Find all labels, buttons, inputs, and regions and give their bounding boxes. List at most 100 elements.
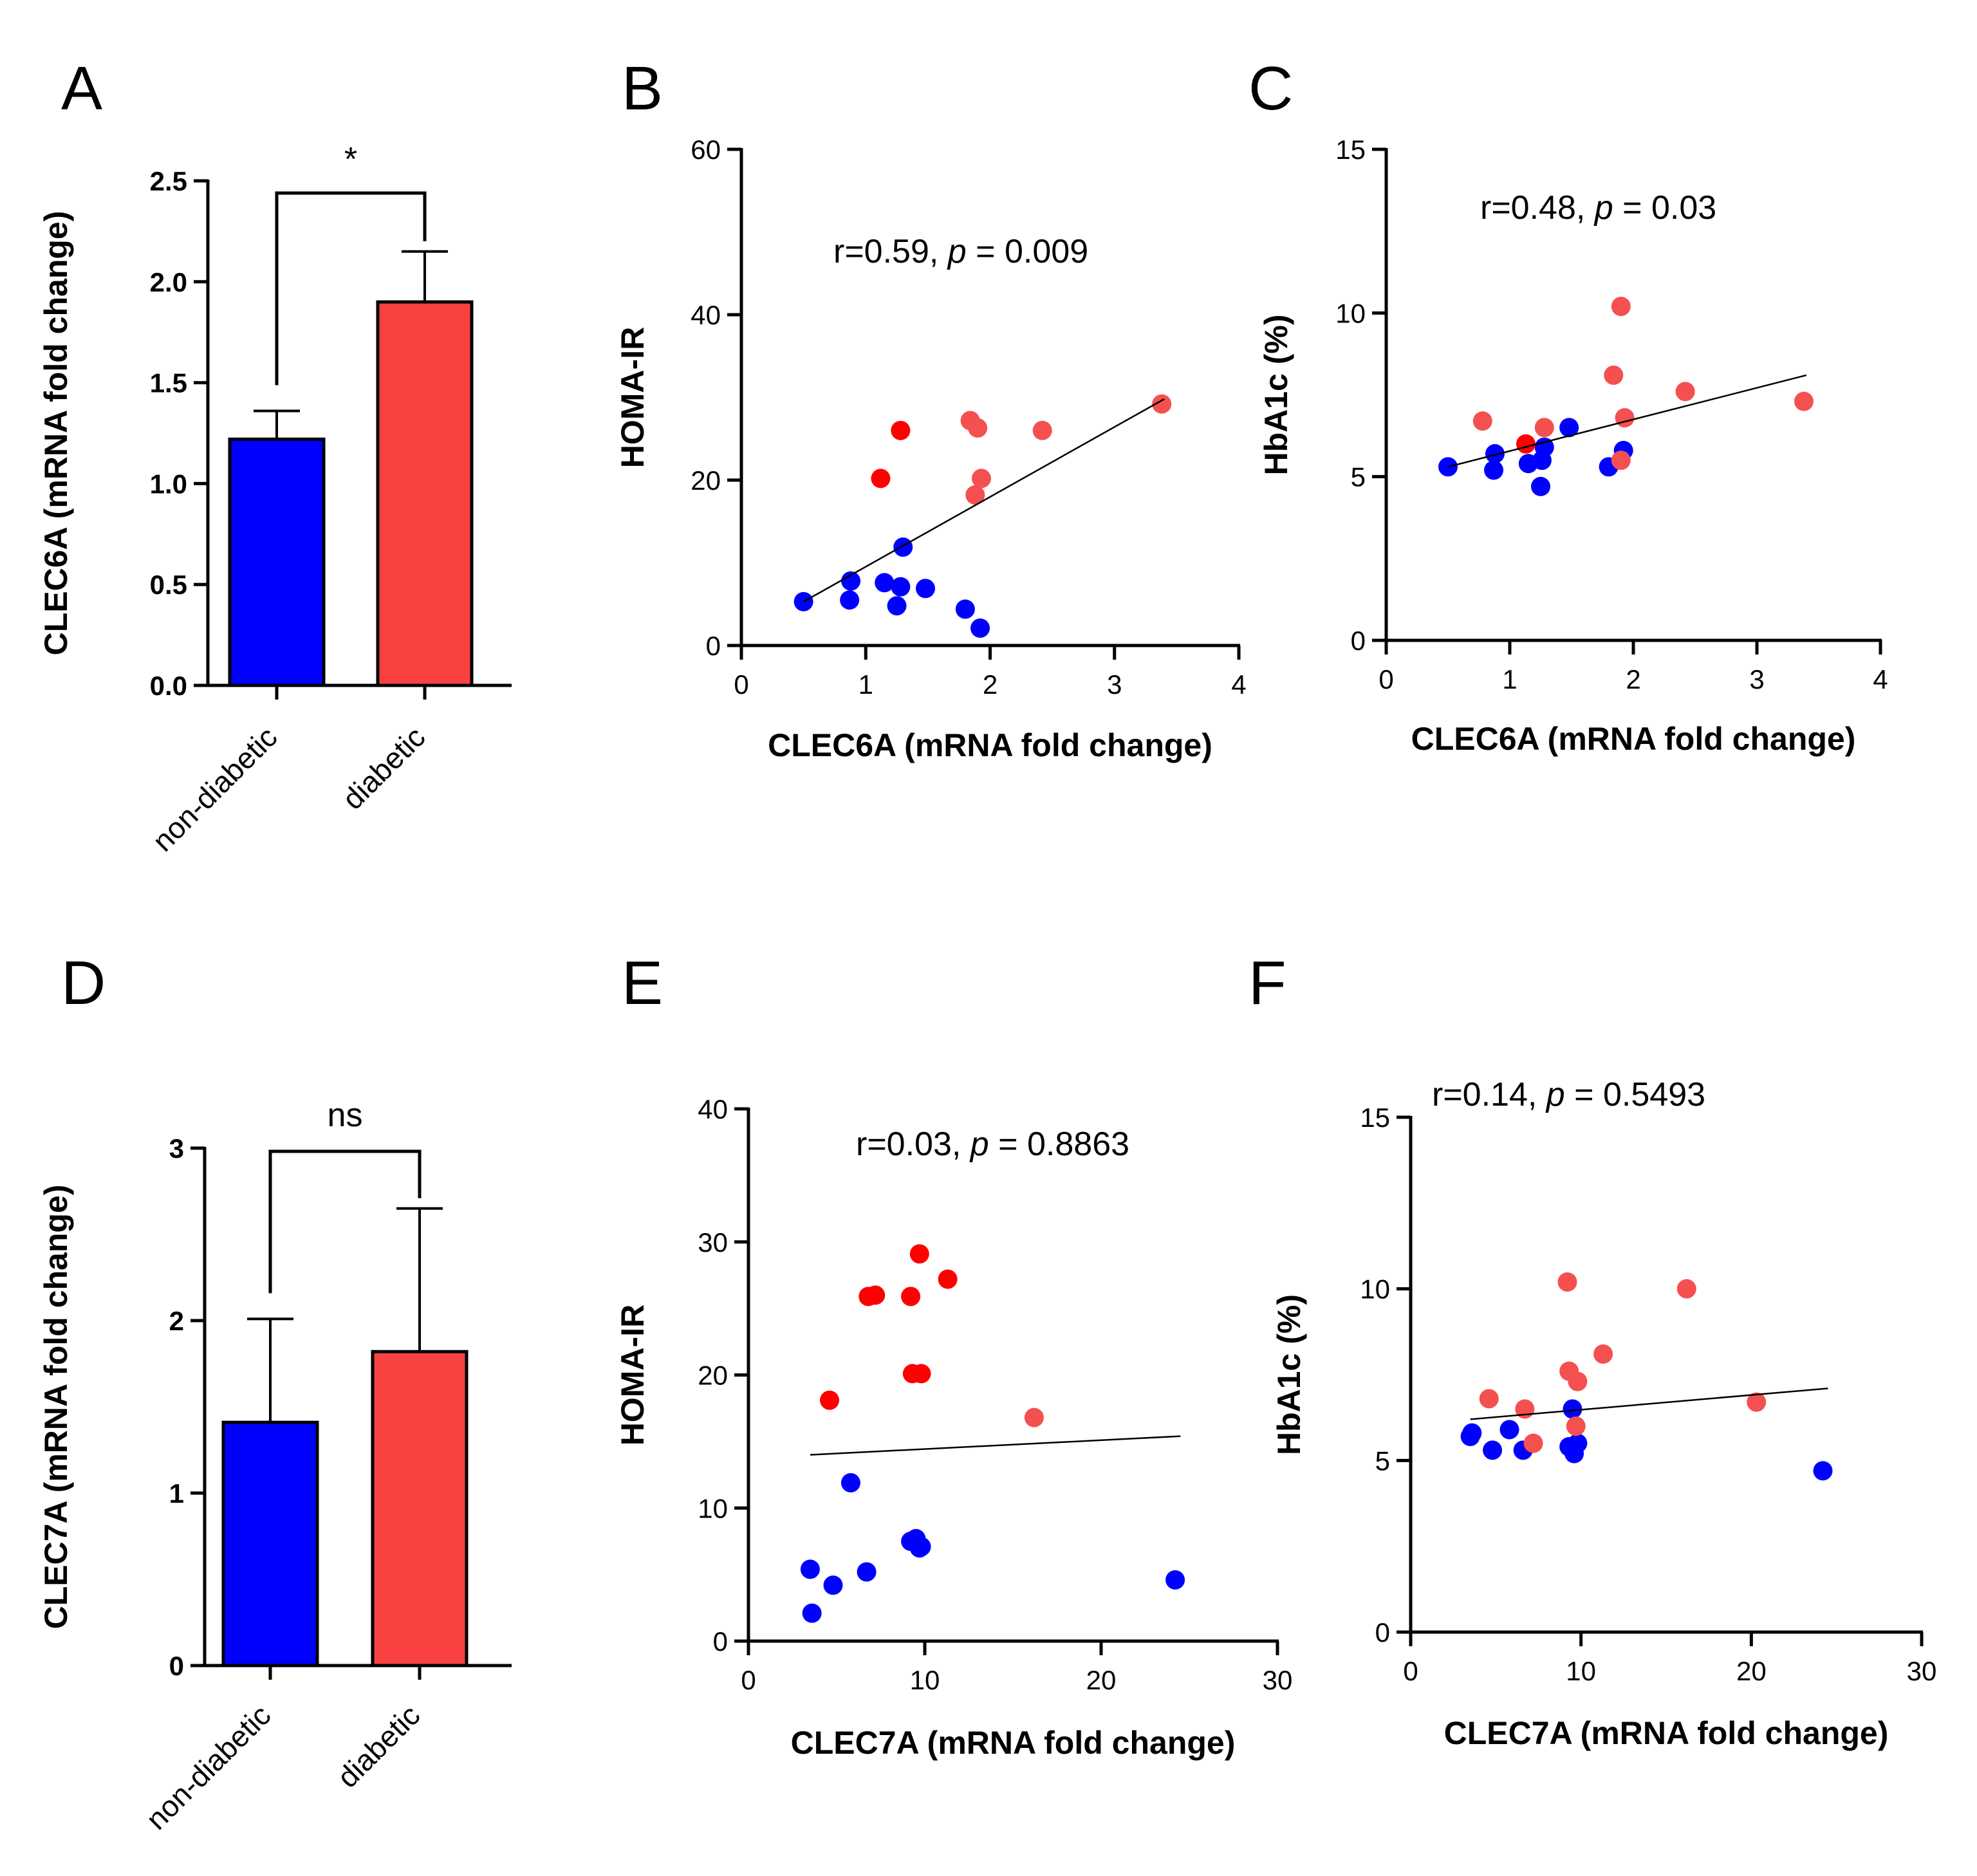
r-value: r=0.03, <box>856 1126 970 1163</box>
y-tick-label: 2 <box>169 1306 184 1336</box>
x-axis-title: CLEC7A (mRNA fold change) <box>791 1725 1236 1761</box>
point-non-diabetic <box>823 1575 843 1595</box>
point-non-diabetic <box>1484 460 1504 480</box>
point-diabetic <box>1676 1279 1696 1299</box>
significance-bracket <box>268 1149 422 1294</box>
x-tick-label: 2 <box>983 669 998 700</box>
y-tick-label: 30 <box>698 1227 728 1258</box>
x-category-label: non-diabetic <box>146 720 284 858</box>
x-tick-label: 0 <box>1378 664 1393 694</box>
y-axis-title: HbA1c (%) <box>1271 1294 1307 1455</box>
x-tick-label: 30 <box>1263 1665 1293 1695</box>
y-axis-title: CLEC7A (mRNA fold change) <box>38 1185 74 1630</box>
p-symbol: p <box>1545 1076 1565 1113</box>
y-tick-label: 40 <box>691 300 721 330</box>
point-diabetic <box>938 1269 958 1289</box>
point-non-diabetic <box>841 571 861 591</box>
y-tick-label: 10 <box>1360 1274 1390 1305</box>
x-tick-label: 10 <box>1566 1656 1596 1686</box>
y-tick-label: 1.5 <box>150 368 187 398</box>
regression-line <box>1447 374 1807 468</box>
p-value: = 0.8863 <box>989 1126 1129 1163</box>
regression-line <box>1470 1388 1828 1420</box>
p-symbol: p <box>969 1126 989 1163</box>
point-diabetic <box>1566 1416 1586 1436</box>
point-non-diabetic <box>1485 444 1505 464</box>
point-diabetic <box>911 1364 931 1384</box>
point-diabetic <box>1794 391 1814 411</box>
point-diabetic <box>1032 420 1052 440</box>
p-symbol: p <box>1593 189 1613 227</box>
point-diabetic <box>1516 434 1536 454</box>
point-non-diabetic <box>1483 1440 1503 1460</box>
significance-bracket <box>275 191 427 385</box>
r-value: r=0.14, <box>1432 1076 1546 1113</box>
point-diabetic <box>1557 1272 1577 1292</box>
y-tick-label: 0 <box>1375 1617 1390 1648</box>
x-tick-label: 3 <box>1749 664 1764 694</box>
y-tick-label: 5 <box>1351 462 1366 492</box>
point-diabetic <box>1593 1344 1613 1364</box>
point-diabetic <box>1611 450 1631 470</box>
point-diabetic <box>1568 1371 1588 1391</box>
x-tick-label: 4 <box>1231 669 1246 700</box>
point-diabetic <box>820 1390 840 1410</box>
panel-E: E 0 10 20 30 40 0 10 20 30 r=0.03, p = 0.8863 CLEC7… <box>615 949 1292 1761</box>
panel-label: B <box>622 54 663 123</box>
regression-line <box>810 1435 1181 1456</box>
point-non-diabetic <box>891 577 911 597</box>
x-tick-label: 2 <box>1626 664 1640 694</box>
panel-B: B 0 20 40 60 0 1 2 3 4 r=0.59, p = 0.009 CLEC6A (mR… <box>615 54 1247 763</box>
point-non-diabetic <box>1531 476 1550 496</box>
r-value: r=0.59, <box>833 233 948 270</box>
point-non-diabetic <box>1532 450 1552 470</box>
panel-A: A 0.0 0.5 1.0 1.5 2.0 2.5 non-diabetic diabetic *… <box>38 54 512 858</box>
y-tick-label: 1 <box>169 1478 184 1509</box>
point-diabetic <box>891 420 911 440</box>
point-non-diabetic <box>1165 1570 1185 1590</box>
point-diabetic <box>1024 1407 1044 1427</box>
point-diabetic <box>871 469 891 488</box>
point-diabetic <box>1472 411 1492 431</box>
point-diabetic <box>1152 394 1172 414</box>
y-tick-label: 0 <box>706 631 721 661</box>
x-axis-title: CLEC7A (mRNA fold change) <box>1444 1715 1889 1751</box>
point-non-diabetic <box>1499 1420 1519 1440</box>
point-non-diabetic <box>857 1562 877 1582</box>
point-non-diabetic <box>802 1603 822 1623</box>
point-diabetic <box>971 469 991 488</box>
correlation-annotation: r=0.48, p = 0.03 <box>1480 189 1716 227</box>
point-diabetic <box>1534 418 1554 438</box>
y-tick-label: 0.5 <box>150 570 187 600</box>
point-non-diabetic <box>1568 1433 1588 1453</box>
point-non-diabetic <box>840 1472 860 1492</box>
y-axis-title: HOMA-IR <box>615 327 651 468</box>
regression-line <box>803 398 1165 602</box>
y-tick-label: 3 <box>169 1133 184 1164</box>
significance-label: ns <box>328 1097 363 1134</box>
bar-non-diabetic <box>221 1420 319 1667</box>
point-non-diabetic <box>955 599 975 619</box>
panel-C: C 0 5 10 15 0 1 2 3 4 r=0.48, p = 0.03 CLEC6A (mRNA… <box>1248 54 1888 757</box>
significance-label: * <box>344 141 357 178</box>
x-tick-label: 30 <box>1907 1656 1937 1686</box>
point-non-diabetic <box>1559 418 1579 438</box>
y-tick-label: 2.0 <box>150 267 187 297</box>
y-tick-label: 0 <box>1351 626 1366 656</box>
x-tick-label: 20 <box>1736 1656 1767 1686</box>
x-tick-label: 20 <box>1086 1665 1117 1695</box>
y-axis-title: HOMA-IR <box>615 1305 651 1445</box>
x-tick-label: 1 <box>859 669 873 700</box>
y-tick-label: 2.5 <box>150 166 187 196</box>
y-tick-label: 10 <box>1335 298 1366 328</box>
x-axis-title: CLEC6A (mRNA fold change) <box>1411 721 1856 757</box>
point-diabetic <box>968 418 988 438</box>
point-non-diabetic <box>970 618 990 638</box>
panel-F: F 0 5 10 15 0 10 20 30 r=0.14, p = 0.5493 CLEC7A (… <box>1248 949 1936 1751</box>
x-category-label: diabetic <box>336 720 432 816</box>
point-diabetic <box>965 485 985 505</box>
point-non-diabetic <box>840 590 860 610</box>
point-diabetic <box>1747 1392 1767 1412</box>
point-non-diabetic <box>1813 1461 1833 1481</box>
y-tick-label: 20 <box>691 465 721 496</box>
